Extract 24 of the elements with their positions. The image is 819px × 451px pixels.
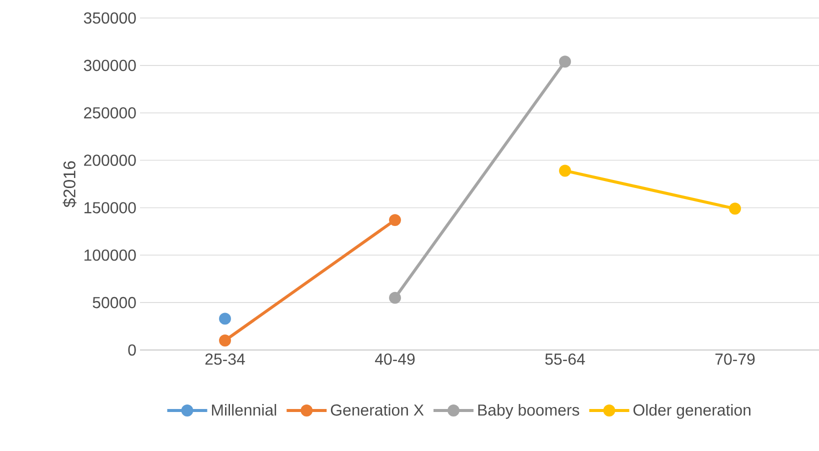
y-tick-label: 150000 bbox=[84, 202, 136, 214]
point bbox=[559, 56, 571, 68]
y-tick-label: 100000 bbox=[84, 250, 136, 261]
point bbox=[559, 164, 571, 177]
point bbox=[389, 214, 401, 226]
point bbox=[729, 202, 741, 215]
x-tick-label: 40-49 bbox=[374, 354, 415, 365]
legend-label: Older generation bbox=[633, 404, 750, 419]
legend-label: Baby boomers bbox=[478, 404, 580, 419]
legend-label: Millennial bbox=[212, 404, 276, 416]
point bbox=[219, 334, 231, 346]
legend-label: Generation X bbox=[330, 404, 424, 416]
y-tick-label: 0 bbox=[128, 344, 136, 356]
x-tick-label: 25-34 bbox=[205, 354, 245, 365]
point bbox=[389, 292, 401, 304]
y-tick-label: 350000 bbox=[84, 12, 136, 24]
y-tick-label: 250000 bbox=[84, 107, 136, 118]
x-tick-label: 55-64 bbox=[545, 354, 585, 365]
y-tick-label: 300000 bbox=[84, 60, 136, 72]
y-axis-title: $2016 bbox=[62, 161, 76, 208]
y-tick-label: 50000 bbox=[92, 296, 136, 308]
y-tick-label: 200000 bbox=[84, 154, 136, 166]
x-tick-label: 70-79 bbox=[715, 354, 755, 365]
point bbox=[219, 312, 231, 325]
